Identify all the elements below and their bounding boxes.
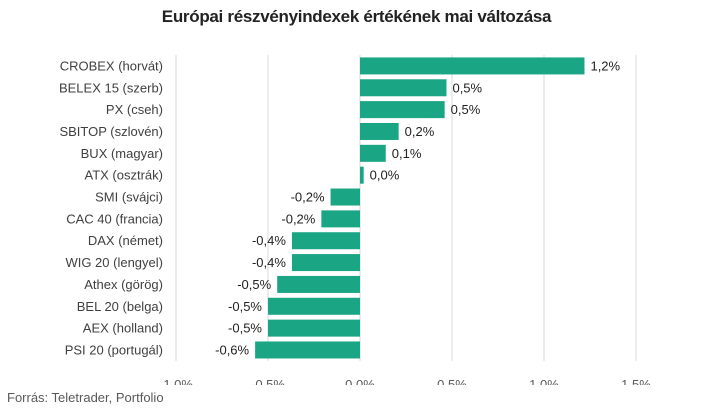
data-label: -0,5%	[228, 299, 262, 314]
bar	[360, 166, 364, 184]
bar	[360, 101, 445, 119]
category-label: CROBEX (horvát)	[60, 58, 163, 73]
data-label: 0,1%	[392, 146, 422, 161]
bar	[360, 79, 447, 97]
bar	[360, 144, 386, 162]
x-tick-label: 0,5%	[437, 377, 467, 385]
data-label: -0,2%	[281, 211, 315, 226]
bar	[268, 319, 360, 337]
x-tick-label: 1,0%	[529, 377, 559, 385]
data-label: 0,2%	[405, 124, 435, 139]
bar	[330, 188, 360, 206]
data-label: -0,2%	[291, 190, 325, 205]
data-label: 0,0%	[370, 168, 400, 183]
category-label: Athex (görög)	[84, 277, 163, 292]
bar	[321, 210, 360, 228]
x-tick-label: -0,5%	[251, 377, 285, 385]
bar	[360, 122, 399, 140]
category-label: SBITOP (szlovén)	[59, 124, 163, 139]
x-tick-label: -1,0%	[159, 377, 193, 385]
bar	[268, 297, 360, 315]
data-label: 0,5%	[452, 80, 482, 95]
data-label: -0,5%	[237, 277, 271, 292]
bar	[360, 57, 585, 75]
data-label: -0,4%	[252, 255, 286, 270]
category-label: ATX (osztrák)	[85, 168, 164, 183]
category-label: AEX (holland)	[83, 321, 163, 336]
category-label: PX (cseh)	[106, 102, 163, 117]
category-label: PSI 20 (portugál)	[65, 342, 163, 357]
x-tick-label: 1,5%	[621, 377, 651, 385]
category-label: SMI (svájci)	[95, 190, 163, 205]
category-label: WIG 20 (lengyel)	[65, 255, 163, 270]
category-label: BELEX 15 (szerb)	[59, 80, 163, 95]
category-label: CAC 40 (francia)	[66, 211, 163, 226]
bar	[291, 232, 360, 250]
data-label: 0,5%	[451, 102, 481, 117]
data-label: -0,6%	[215, 342, 249, 357]
chart-title: Európai részvényindexek értékének mai vá…	[161, 7, 552, 26]
source-note: Forrás: Teletrader, Portfolio	[7, 390, 164, 405]
bar	[291, 254, 360, 272]
data-label: -0,4%	[252, 233, 286, 248]
bar-chart: -1,0% -0,5% 0,0% 0,5% 1,0% 1,5% CROBEX (horvát…	[59, 55, 651, 385]
x-tick-label: 0,0%	[345, 377, 375, 385]
data-label: -0,5%	[228, 321, 262, 336]
data-label: 1,2%	[590, 58, 620, 73]
category-label: BUX (magyar)	[81, 146, 163, 161]
bar	[255, 341, 360, 359]
category-label: DAX (német)	[88, 233, 163, 248]
bar	[277, 275, 360, 293]
category-label: BEL 20 (belga)	[77, 299, 163, 314]
